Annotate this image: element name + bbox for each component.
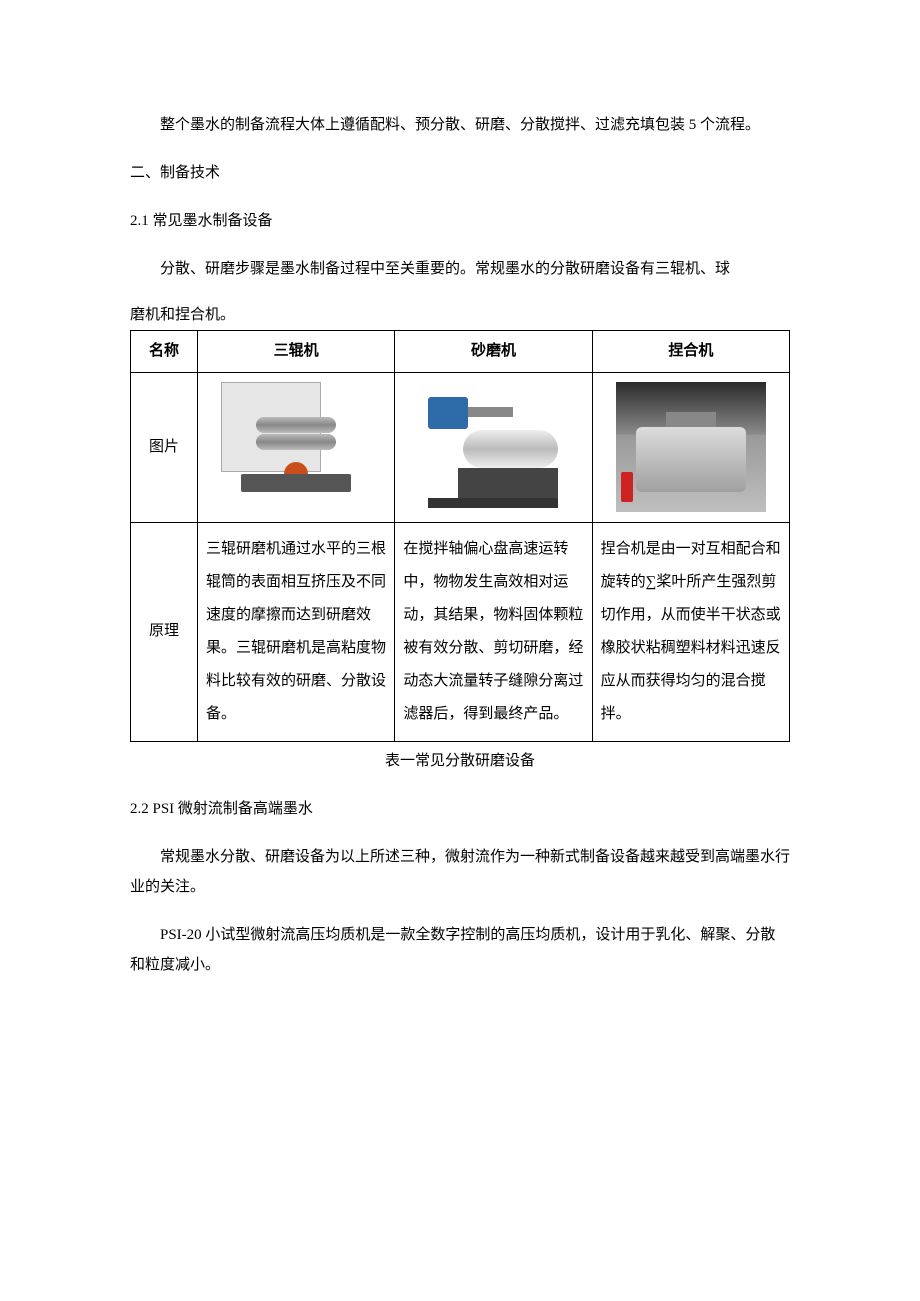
kneader-icon xyxy=(597,377,785,518)
header-col-a: 三辊机 xyxy=(198,331,395,373)
principle-kneader: 捏合机是由一对互相配合和旋转的∑桨叶所产生强烈剪切作用，从而使半干状态或橡胶状粘… xyxy=(592,522,789,741)
table-caption: 表一常见分散研磨设备 xyxy=(130,746,790,776)
row-image-label: 图片 xyxy=(131,372,198,522)
sand-mill-icon xyxy=(399,377,587,518)
principle-sand-mill: 在搅拌轴偏心盘高速运转中，物物发生高效相对运动，其结果，物料固体颗粒被有效分散、… xyxy=(395,522,592,741)
subsection-2-1-title: 2.1 常见墨水制备设备 xyxy=(130,206,790,236)
principle-three-roll: 三辊研磨机通过水平的三根辊筒的表面相互挤压及不同速度的摩擦而达到研磨效果。三辊研… xyxy=(198,522,395,741)
subsection-2-2-p2: PSI-20 小试型微射流高压均质机是一款全数字控制的高压均质机，设计用于乳化、… xyxy=(130,920,790,980)
header-col-c: 捏合机 xyxy=(592,331,789,373)
three-roll-mill-icon xyxy=(202,377,390,518)
image-sand-mill xyxy=(395,372,592,522)
image-three-roll-mill xyxy=(198,372,395,522)
intro-paragraph: 整个墨水的制备流程大体上遵循配料、预分散、研磨、分散搅拌、过滤充填包装 5 个流… xyxy=(130,110,790,140)
header-name: 名称 xyxy=(131,331,198,373)
subsection-2-2-title: 2.2 PSI 微射流制备高端墨水 xyxy=(130,794,790,824)
row-principle-label: 原理 xyxy=(131,522,198,741)
table-row: 原理 三辊研磨机通过水平的三根辊筒的表面相互挤压及不同速度的摩擦而达到研磨效果。… xyxy=(131,522,790,741)
table-row: 图片 xyxy=(131,372,790,522)
equipment-table: 名称 三辊机 砂磨机 捏合机 图片 xyxy=(130,330,790,742)
table-row: 名称 三辊机 砂磨机 捏合机 xyxy=(131,331,790,373)
subsection-2-2-p1: 常规墨水分散、研磨设备为以上所述三种，微射流作为一种新式制备设备越来越受到高端墨… xyxy=(130,842,790,902)
subsection-2-1-body: 分散、研磨步骤是墨水制备过程中至关重要的。常规墨水的分散研磨设备有三辊机、球 xyxy=(130,254,790,284)
image-kneader xyxy=(592,372,789,522)
subsection-2-1-body-cont: 磨机和捏合机。 xyxy=(130,300,790,330)
section-2-heading: 二、制备技术 xyxy=(130,158,790,188)
header-col-b: 砂磨机 xyxy=(395,331,592,373)
